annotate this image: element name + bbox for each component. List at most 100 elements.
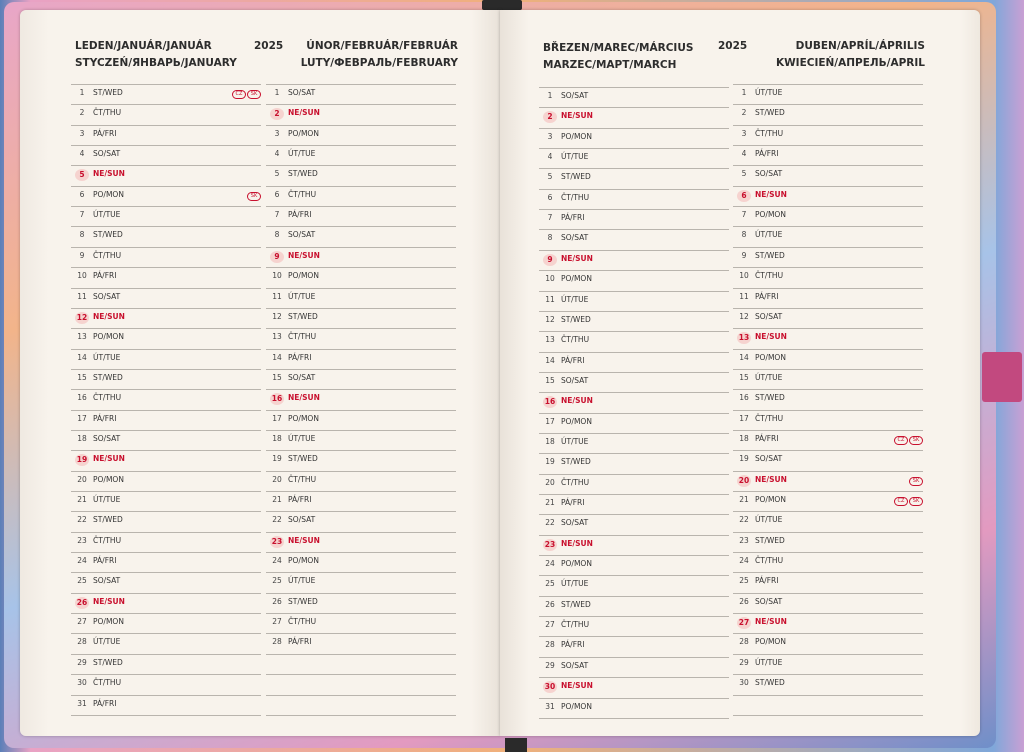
day-number: 11	[545, 294, 555, 304]
day-number: 1	[79, 88, 85, 97]
row-line	[71, 470, 261, 472]
weekday: ST/WED	[288, 596, 318, 606]
weekday: NE/SUN	[93, 311, 125, 321]
weekday: PÁ/FRI	[288, 210, 312, 220]
day-number: 15	[77, 372, 87, 382]
day-number: 29	[739, 657, 749, 667]
day-number: 27	[272, 617, 282, 627]
day-number: 23	[739, 535, 749, 545]
day-number: 27	[737, 617, 751, 630]
day-number: 13	[272, 332, 282, 342]
day-number: 28	[545, 640, 555, 650]
day-number: 31	[545, 701, 555, 711]
day-number: 18	[272, 433, 282, 443]
row-line	[733, 552, 923, 554]
day-number: 5	[75, 169, 89, 182]
row-line	[71, 267, 261, 269]
day-number: 16	[270, 393, 284, 406]
row-line	[266, 653, 456, 655]
row-line	[266, 267, 456, 269]
weekday: ČT/THU	[561, 477, 590, 487]
row-line	[266, 714, 456, 716]
weekday: ST/WED	[288, 454, 318, 464]
row-line	[733, 409, 923, 411]
weekday: NE/SUN	[288, 393, 320, 403]
day-number: 18	[739, 433, 749, 443]
day-number: 17	[545, 416, 555, 426]
weekday: NE/SUN	[561, 253, 593, 263]
day-number: 2	[270, 108, 284, 121]
weekday: PÁ/FRI	[288, 352, 312, 362]
weekday: ÚT/TUE	[755, 88, 783, 97]
day-number: 3	[741, 128, 747, 138]
weekday: PO/MON	[561, 131, 592, 141]
day-number: 31	[77, 698, 87, 708]
month-title: ÚNOR/FEBRUÁR/FEBRUÁR	[306, 40, 458, 52]
day-number: 19	[545, 457, 555, 467]
weekday: ČT/THU	[93, 678, 122, 688]
weekday: PO/MON	[93, 332, 124, 342]
row-line	[733, 592, 923, 594]
row-line	[733, 185, 923, 187]
row-line	[71, 165, 261, 167]
row-line	[733, 84, 923, 85]
weekday: SO/SAT	[755, 454, 783, 464]
row-line	[266, 165, 456, 167]
row-line	[71, 653, 261, 655]
row-line	[733, 165, 923, 167]
day-number: 14	[739, 352, 749, 362]
row-line	[71, 287, 261, 289]
weekday: SO/SAT	[93, 433, 121, 443]
row-line	[266, 450, 456, 452]
row-line	[539, 209, 729, 211]
day-number: 1	[274, 88, 280, 97]
row-line	[539, 371, 729, 373]
row-line	[71, 511, 261, 513]
day-number: 5	[274, 169, 280, 179]
weekday: ČT/THU	[755, 556, 784, 566]
row-line	[733, 633, 923, 635]
day-number: 24	[77, 556, 87, 566]
holiday-badge: SK	[247, 90, 261, 99]
weekday: PO/MON	[755, 495, 786, 504]
day-number: 9	[270, 250, 284, 263]
row-line	[539, 87, 729, 88]
weekday: NE/SUN	[561, 681, 593, 691]
weekday: PO/MON	[755, 637, 786, 647]
row-line	[733, 389, 923, 391]
day-number: 12	[739, 311, 749, 321]
weekday: PÁ/FRI	[93, 556, 117, 566]
day-number: 22	[272, 515, 282, 525]
weekday: NE/SUN	[755, 332, 787, 342]
row-line	[266, 613, 456, 615]
year: 2025	[254, 40, 284, 52]
day-number: 13	[545, 335, 555, 345]
row-line	[539, 494, 729, 495]
day-number: 4	[741, 149, 747, 159]
row-line	[733, 714, 923, 716]
day-number: 25	[272, 576, 282, 586]
day-number: 20	[545, 477, 555, 487]
day-number: 15	[272, 372, 282, 382]
weekday: PÁ/FRI	[288, 637, 312, 647]
row-line	[266, 409, 456, 411]
weekday: PO/MON	[288, 556, 319, 566]
weekday: PÁ/FRI	[93, 698, 117, 708]
row-line	[71, 226, 261, 228]
row-line	[733, 531, 923, 533]
day-number: 30	[543, 681, 557, 694]
weekday: PÁ/FRI	[93, 271, 117, 281]
row-line	[71, 124, 261, 126]
row-line	[266, 368, 456, 370]
day-number: 24	[272, 556, 282, 566]
row-line	[266, 491, 456, 492]
day-number: 21	[77, 495, 87, 504]
weekday: ÚT/TUE	[561, 152, 589, 162]
weekday: SO/SAT	[288, 372, 316, 382]
weekday: ST/WED	[93, 515, 123, 525]
day-number: 30	[77, 678, 87, 688]
day-number: 13	[737, 332, 751, 345]
weekday: PÁ/FRI	[561, 640, 585, 650]
row-line	[733, 226, 923, 228]
row-line	[539, 575, 729, 577]
